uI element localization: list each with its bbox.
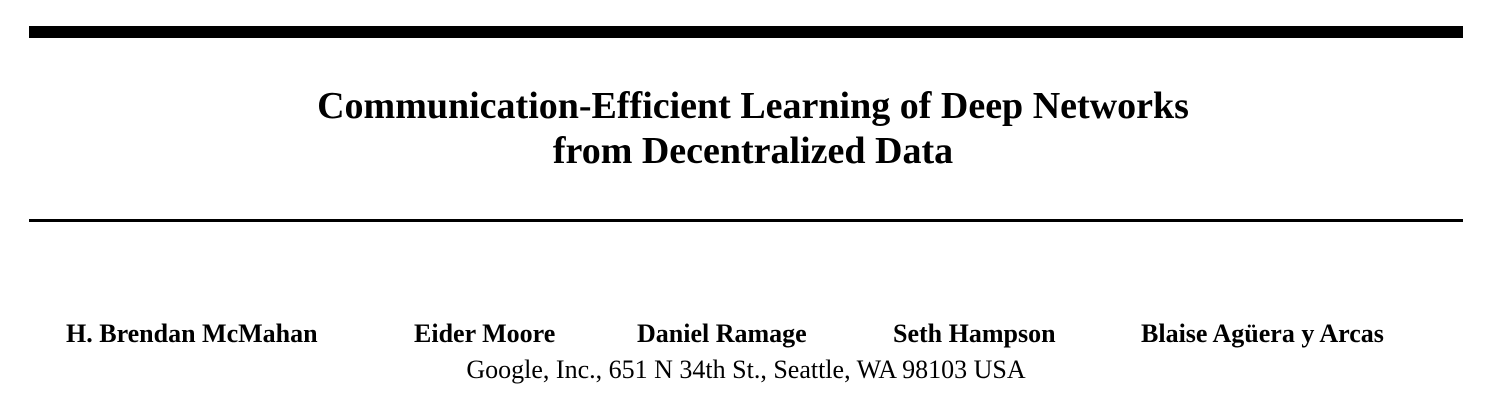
paper-title: Communication-Efficient Learning of Deep…	[0, 84, 1506, 174]
title-line-1: Communication-Efficient Learning of Deep…	[317, 85, 1189, 127]
affiliation: Google, Inc., 651 N 34th St., Seattle, W…	[466, 355, 1026, 384]
author-name: Seth Hampson	[893, 319, 1056, 348]
author-list: H. Brendan McMahan Eider Moore Daniel Ra…	[0, 318, 1506, 350]
author-name: Eider Moore	[414, 319, 556, 348]
title-line-2: from Decentralized Data	[552, 130, 954, 172]
top-rule	[29, 26, 1463, 38]
author-name: H. Brendan McMahan	[66, 319, 318, 348]
author-name: Blaise Agüera y Arcas	[1141, 319, 1384, 348]
title-bottom-rule	[29, 219, 1463, 222]
author-name: Daniel Ramage	[637, 319, 807, 348]
